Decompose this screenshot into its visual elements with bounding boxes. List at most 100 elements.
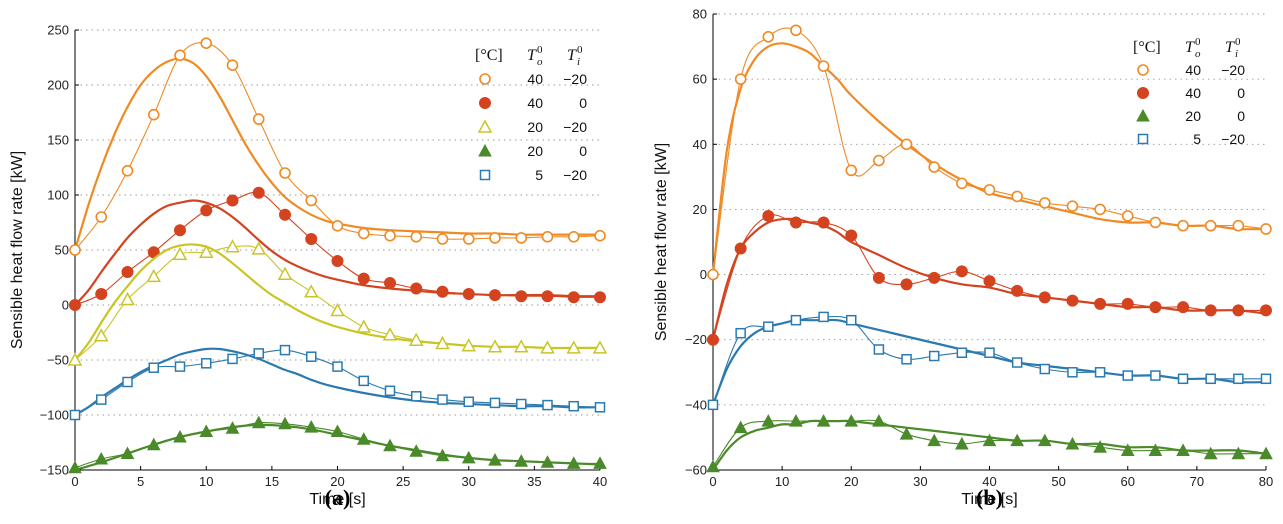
data-point <box>253 348 264 359</box>
x-tick-label: 50 <box>1051 474 1065 489</box>
legend-entry: 40 0 <box>479 95 587 111</box>
x-tick-label: 35 <box>527 474 541 489</box>
legend-col-to-sub: o <box>1195 48 1201 60</box>
data-point <box>1066 200 1079 212</box>
data-point <box>1037 433 1052 447</box>
data-point <box>69 244 81 256</box>
data-point <box>872 271 885 284</box>
data-point <box>225 239 240 253</box>
data-point <box>956 177 968 190</box>
data-point <box>1039 363 1051 375</box>
data-point <box>789 414 803 427</box>
data-point <box>1260 223 1272 235</box>
data-point <box>200 204 213 217</box>
data-point <box>873 154 885 167</box>
data-point <box>594 229 606 242</box>
data-point <box>845 229 858 242</box>
legend-marker <box>477 119 493 133</box>
data-point <box>1038 291 1051 304</box>
x-tick-label: 30 <box>462 474 476 489</box>
data-point <box>174 361 186 372</box>
data-point <box>983 184 996 196</box>
x-tick-label: 0 <box>709 474 716 489</box>
y-tick-label: 250 <box>47 23 69 38</box>
data-point <box>901 354 912 365</box>
legend-to-value: 40 <box>527 95 543 111</box>
data-point <box>566 456 581 469</box>
legend-ti-value: −20 <box>563 167 587 183</box>
data-point <box>515 232 528 244</box>
y-tick-label: 50 <box>55 243 69 258</box>
data-point <box>567 231 580 243</box>
data-point <box>1010 433 1024 447</box>
x-tick-label: 10 <box>199 474 213 489</box>
data-point <box>67 352 83 366</box>
data-point <box>146 437 161 451</box>
data-point <box>734 73 747 85</box>
x-tick-label: 10 <box>775 474 789 489</box>
data-point <box>437 394 448 405</box>
y-tick-label: 0 <box>700 267 707 282</box>
data-point <box>173 429 187 443</box>
x-tick-label: 20 <box>330 474 344 489</box>
data-point <box>462 288 475 300</box>
data-point <box>845 164 858 177</box>
data-point <box>541 231 554 243</box>
legend-col-ti: T <box>567 47 577 64</box>
data-line <box>712 315 1266 406</box>
data-point <box>955 265 968 278</box>
data-point <box>734 242 747 255</box>
data-point <box>514 454 529 467</box>
y-axis-label: Sensible heat flow rate [kW] <box>653 143 670 341</box>
legend-marker <box>1137 64 1149 76</box>
data-point <box>542 399 553 411</box>
data-point <box>1121 297 1134 310</box>
data-point <box>1122 370 1133 381</box>
data-point <box>956 347 968 358</box>
data-point <box>409 444 424 457</box>
data-point <box>331 220 344 232</box>
data-point <box>251 415 266 429</box>
data-point <box>122 376 133 388</box>
data-point <box>817 216 830 229</box>
x-tick-label: 20 <box>844 474 858 489</box>
legend-ti-value: −20 <box>1221 62 1245 78</box>
data-point <box>226 194 239 207</box>
data-point <box>816 414 831 427</box>
legend-marker <box>479 169 491 181</box>
data-point <box>1094 297 1107 310</box>
data-point <box>146 268 162 283</box>
x-tick-label: 5 <box>137 474 144 489</box>
data-point <box>252 113 265 125</box>
data-point <box>174 49 186 62</box>
data-point <box>790 24 802 37</box>
fit-line <box>712 419 1267 471</box>
data-point <box>516 398 527 410</box>
data-point <box>707 268 719 281</box>
data-point <box>1094 203 1106 216</box>
series-3 <box>707 311 1272 411</box>
data-point <box>278 416 292 430</box>
data-point <box>279 167 291 179</box>
data-line <box>74 42 601 251</box>
y-tick-label: 150 <box>47 133 69 148</box>
data-point <box>762 30 775 43</box>
y-axis-label: Sensible heat flow rate [kW] <box>9 151 26 349</box>
data-point <box>1149 216 1162 229</box>
data-point <box>1204 304 1217 317</box>
data-point <box>463 396 474 408</box>
data-point <box>1148 443 1163 456</box>
data-point <box>225 421 240 434</box>
data-point <box>761 414 776 427</box>
x-tick-label: 0 <box>71 474 78 489</box>
data-point <box>95 288 108 300</box>
data-point <box>489 397 501 409</box>
x-tick-label: 30 <box>913 474 927 489</box>
data-point <box>707 399 719 411</box>
data-point <box>1177 219 1189 232</box>
panel-label: (a) <box>325 485 351 510</box>
data-point <box>1176 443 1190 456</box>
legend-col-to-sup: 0 <box>537 44 543 56</box>
